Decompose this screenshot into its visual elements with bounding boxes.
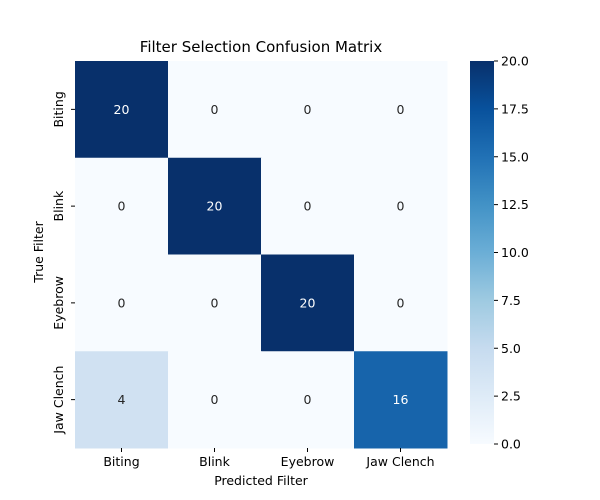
colorbar-tick-label: 10.0 (501, 245, 529, 260)
heatmap-cell (168, 351, 262, 449)
cell-value-label: 0 (397, 295, 405, 310)
heatmap-cell (75, 351, 169, 449)
cell-value-label: 0 (211, 102, 219, 117)
cell-value-label: 4 (118, 392, 126, 407)
cell-labels: 20 0 0 0 0 20 0 0 0 0 20 0 4 0 0 16 (114, 102, 409, 407)
heatmap-cell (354, 254, 448, 352)
heatmap-cell (168, 157, 262, 255)
cell-value-label: 0 (304, 392, 312, 407)
cell-value-label: 0 (118, 295, 126, 310)
heatmap-cell (168, 254, 262, 352)
cell-value-label: 0 (304, 102, 312, 117)
colorbar-tick-label: 0.0 (501, 437, 521, 452)
heatmap-cell (354, 61, 448, 159)
heatmap-cell (261, 254, 355, 352)
heatmap-cell (168, 61, 262, 159)
x-tick-label: Eyebrow (281, 454, 335, 469)
cell-value-label: 16 (393, 392, 409, 407)
y-tick-label: Blink (51, 190, 66, 221)
colorbar (470, 61, 494, 444)
x-axis: Biting Blink Eyebrow Jaw Clench (103, 448, 435, 469)
colorbar-tick-label: 20.0 (501, 54, 529, 69)
cell-value-label: 0 (397, 102, 405, 117)
cell-value-label: 20 (207, 199, 223, 214)
colorbar-tick-label: 5.0 (501, 341, 521, 356)
y-axis-label: True Filter (31, 220, 46, 283)
cell-value-label: 0 (118, 199, 126, 214)
heatmap-cell (75, 61, 169, 159)
chart-title: Filter Selection Confusion Matrix (140, 38, 383, 56)
x-axis-label: Predicted Filter (214, 473, 308, 488)
colorbar-tick-label: 7.5 (501, 293, 521, 308)
heatmap-cell (75, 254, 169, 352)
y-axis: Biting Blink Eyebrow Jaw Clench (51, 91, 75, 435)
heatmap-cell (261, 351, 355, 449)
y-tick-label: Eyebrow (51, 276, 66, 330)
cell-value-label: 0 (304, 199, 312, 214)
cell-value-label: 0 (397, 199, 405, 214)
colorbar-tick-label: 17.5 (501, 101, 529, 116)
y-tick-label: Biting (51, 91, 66, 127)
colorbar-ticks: 0.0 2.5 5.0 7.5 10.0 12.5 15.0 17.5 20.0 (494, 54, 529, 452)
heatmap-cell (354, 351, 448, 449)
heatmap-cell (354, 157, 448, 255)
colorbar-tick-label: 2.5 (501, 389, 521, 404)
heatmap-cell (261, 157, 355, 255)
cell-value-label: 20 (114, 102, 130, 117)
colorbar-tick-label: 15.0 (501, 149, 529, 164)
cell-value-label: 0 (211, 295, 219, 310)
cell-value-label: 0 (211, 392, 219, 407)
x-tick-label: Jaw Clench (365, 454, 434, 469)
x-tick-label: Biting (103, 454, 139, 469)
heatmap-cell (261, 61, 355, 159)
heatmap-cell (75, 157, 169, 255)
y-tick-label: Jaw Clench (51, 366, 66, 435)
colorbar-tick-label: 12.5 (501, 197, 529, 212)
cell-value-label: 20 (300, 295, 316, 310)
x-tick-label: Blink (199, 454, 230, 469)
heatmap-cells (75, 61, 448, 449)
